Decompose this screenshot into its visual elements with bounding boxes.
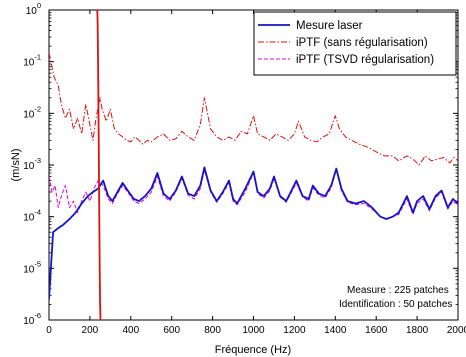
x-axis-label: Fréquence (Hz) <box>215 344 291 356</box>
series-line-1 <box>49 52 458 166</box>
y-tick-label: 10-3 <box>23 156 41 172</box>
x-tick-label: 1600 <box>365 325 388 336</box>
series-line-0 <box>49 166 458 300</box>
y-tick-label: 100 <box>26 1 41 17</box>
y-tick-label: 10-4 <box>23 208 41 224</box>
x-tick-label: 1400 <box>324 325 347 336</box>
series-layer <box>49 10 458 320</box>
y-tick-label: 10-5 <box>23 259 41 275</box>
legend-label: Mesure laser <box>296 20 363 32</box>
legend-box <box>253 11 457 76</box>
x-tick-label: 0 <box>46 325 52 336</box>
annotation-identification: Identification : 50 patches <box>339 299 452 310</box>
y-tick-label: 10-6 <box>23 311 41 327</box>
y-tick-label: 10-1 <box>23 53 41 69</box>
x-tick-label: 1000 <box>242 325 265 336</box>
x-tick-label: 600 <box>163 325 180 336</box>
x-tick-label: 400 <box>122 325 139 336</box>
x-tick-label: 1800 <box>406 325 429 336</box>
x-tick-label: 2000 <box>447 325 466 336</box>
x-tick-label: 800 <box>204 325 221 336</box>
legend-label: iPTF (TSVD régularisation) <box>296 54 434 66</box>
legend: Mesure laser iPTF (sans régularisation) iP… <box>253 11 457 76</box>
y-axis: 10-6 10-5 10-4 10-3 10-2 10-1 100 <box>23 1 458 327</box>
annotation-measure: Measure : 225 patches <box>347 285 449 296</box>
legend-label: iPTF (sans régularisation) <box>296 37 428 49</box>
y-axis-label: (m/sN) <box>10 149 22 182</box>
x-axis: 0 200 400 600 800 1000 1200 1400 1600 1800 2000 <box>46 10 466 336</box>
series-line-2 <box>49 169 458 220</box>
x-tick-label: 200 <box>82 325 99 336</box>
x-tick-label: 1200 <box>283 325 306 336</box>
y-tick-label: 10-2 <box>23 104 41 120</box>
series-line-3 <box>96 10 102 320</box>
